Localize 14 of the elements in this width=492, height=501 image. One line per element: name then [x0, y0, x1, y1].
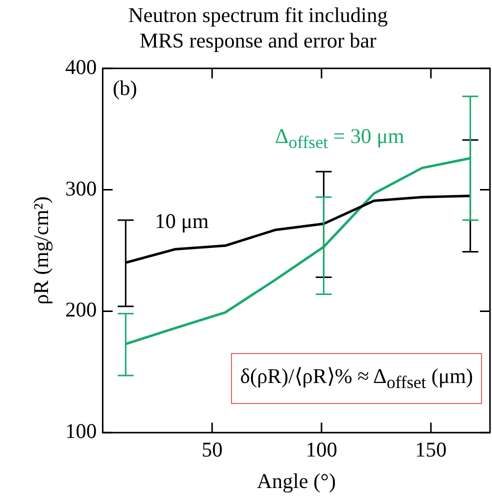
y-tick-label: 400 [65, 54, 97, 79]
y-tick-label: 200 [65, 298, 97, 322]
series-label: 10 μm [154, 209, 209, 234]
annotation: δ(ρR)/⟨ρR⟩% ≈ Δ$_{offset}$ (μm) [231, 352, 482, 404]
annotation: (b) [112, 76, 138, 100]
x-tick-label: 150 [415, 438, 447, 462]
y-tick-label: 300 [65, 176, 97, 200]
x-tick-label: 50 [202, 438, 223, 462]
chart-title: Neutron spectrum fit including MRS response and error bar [128, 3, 388, 52]
series-label: Δ$_{offset}$ = 30 μm [274, 124, 404, 152]
y-axis-title: ρR (mg/cm²) [29, 196, 54, 305]
y-tick-label: 100 [65, 419, 97, 444]
x-tick-label: 100 [306, 438, 338, 462]
x-axis-title: Angle (°) [256, 468, 336, 493]
